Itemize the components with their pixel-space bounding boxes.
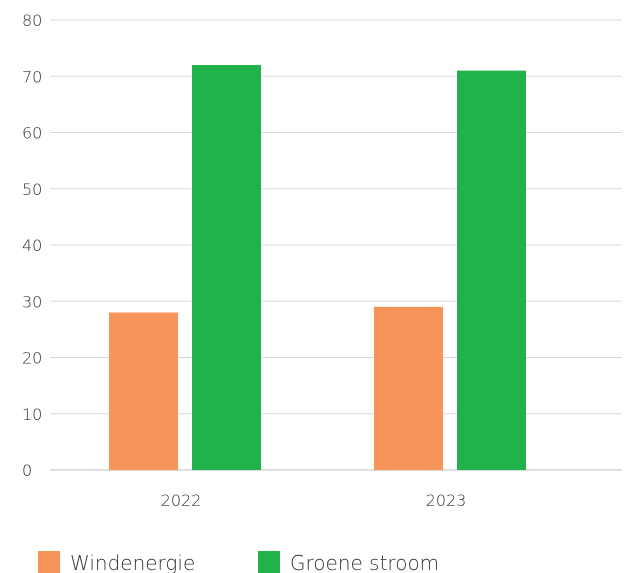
x-tick-label: 2022	[161, 491, 202, 510]
legend-label: Groene stroom	[290, 551, 439, 573]
bar-windenergie-2022	[109, 312, 178, 470]
bar-windenergie-2023	[374, 306, 443, 470]
x-tick-label: 2023	[426, 491, 467, 510]
x-axis-ticks: 2022 2023	[161, 491, 467, 510]
y-tick-label: 0	[22, 461, 32, 480]
bar-groene-stroom-2023	[457, 70, 526, 470]
y-tick-label: 60	[22, 124, 42, 143]
legend-swatch	[38, 551, 60, 573]
y-tick-label: 80	[22, 11, 42, 30]
y-tick-label: 40	[22, 236, 42, 255]
bars	[109, 65, 526, 470]
legend-label: Windenergie	[70, 551, 195, 573]
y-tick-label: 70	[22, 67, 42, 86]
y-tick-label: 20	[22, 349, 42, 368]
legend-swatch	[258, 551, 280, 573]
bar-groene-stroom-2022	[192, 65, 261, 470]
y-tick-label: 30	[22, 292, 42, 311]
y-tick-label: 10	[22, 405, 42, 424]
legend: Windenergie Groene stroom	[38, 551, 439, 573]
y-axis-ticks: 0 10 20 30 40 50 60 70 80	[22, 11, 42, 480]
y-tick-label: 50	[22, 180, 42, 199]
